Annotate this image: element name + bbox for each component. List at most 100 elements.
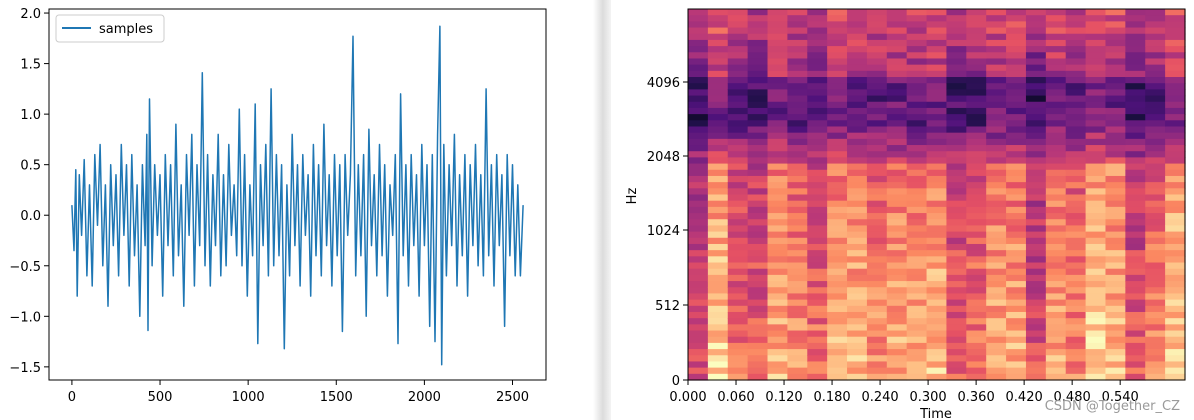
- spectrogram-cell: [886, 21, 908, 29]
- spectrogram-cell: [747, 305, 769, 313]
- spectrogram-cell: [986, 355, 1007, 363]
- spectrogram-cell: [926, 33, 948, 41]
- spectrogram-cell: [1105, 21, 1126, 29]
- spectrogram-cell: [847, 58, 868, 66]
- spectrogram-cell: [926, 163, 948, 171]
- spectrogram-cell: [787, 52, 808, 60]
- spectrogram-cell: [1145, 120, 1166, 128]
- spectrogram-cell: [847, 138, 868, 146]
- spectrogram-cell: [827, 311, 848, 319]
- spectrogram-cell: [1045, 318, 1067, 325]
- spectrogram-cell: [866, 219, 888, 227]
- spectrogram-cell: [986, 58, 1007, 66]
- spectrogram-cell: [886, 39, 908, 47]
- spectrogram-x-label: Time: [919, 407, 952, 420]
- spectrogram-cell: [787, 268, 808, 276]
- spectrogram-cell: [787, 194, 808, 202]
- spectrogram-cell: [1065, 293, 1087, 301]
- spectrogram-cell: [847, 336, 868, 344]
- spectrogram-cell: [787, 157, 808, 165]
- spectrogram-cell: [1165, 46, 1186, 53]
- spectrogram-cell: [827, 175, 848, 183]
- spectrogram-cell: [688, 250, 709, 257]
- spectrogram-cell: [827, 200, 848, 208]
- spectrogram-cell: [807, 243, 828, 251]
- spectrogram-cell: [847, 256, 868, 264]
- spectrogram-cell: [707, 367, 729, 375]
- spectrogram-cell: [1025, 206, 1047, 214]
- spectrogram-cell: [747, 194, 769, 202]
- spectrogram-cell: [1065, 305, 1087, 313]
- spectrogram-cell: [1045, 101, 1067, 109]
- spectrogram-cell: [906, 213, 928, 220]
- spectrogram-cell: [1165, 114, 1186, 121]
- spectrogram-x-tick-label: 0.360: [958, 390, 995, 405]
- spectrogram-cell: [906, 336, 928, 344]
- spectrogram-cell: [886, 175, 908, 183]
- spectrogram-cell: [1105, 52, 1126, 60]
- spectrogram-cell: [1025, 324, 1047, 332]
- spectrogram-cell: [926, 101, 948, 109]
- spectrogram-cell: [866, 132, 888, 140]
- spectrogram-cell: [1085, 169, 1107, 177]
- spectrogram-cell: [886, 126, 908, 134]
- spectrogram-cell: [1125, 367, 1146, 375]
- spectrogram-cell: [926, 330, 948, 338]
- spectrogram-cell: [1025, 293, 1047, 301]
- spectrogram-cell: [1006, 200, 1027, 208]
- spectrogram-cell: [886, 225, 908, 233]
- spectrogram-cell: [787, 256, 808, 264]
- spectrogram-cell: [946, 120, 967, 128]
- spectrogram-cell: [1006, 342, 1027, 350]
- spectrogram-cell: [1065, 373, 1087, 381]
- spectrogram-cell: [787, 305, 808, 313]
- spectrogram-cell: [946, 219, 967, 227]
- spectrogram-cell: [986, 318, 1007, 325]
- spectrogram-cell: [1085, 58, 1107, 66]
- spectrogram-cell: [886, 89, 908, 97]
- spectrogram-cell: [827, 132, 848, 140]
- spectrogram-cell: [926, 206, 948, 214]
- spectrogram-cell: [807, 15, 828, 22]
- spectrogram-cell: [1025, 145, 1047, 152]
- spectrogram-cell: [1006, 243, 1027, 251]
- spectrogram-cell: [688, 318, 709, 325]
- spectrogram-cell: [966, 58, 987, 66]
- spectrogram-cell: [886, 274, 908, 282]
- spectrogram-cell: [688, 268, 709, 276]
- spectrogram-cell: [787, 70, 808, 78]
- spectrogram-cell: [986, 151, 1007, 158]
- spectrogram-cell: [966, 194, 987, 202]
- spectrogram-cell: [688, 330, 709, 338]
- spectrogram-cell: [1045, 299, 1067, 307]
- spectrogram-cell: [688, 83, 709, 90]
- spectrogram-cell: [966, 324, 987, 332]
- spectrogram-cell: [1105, 206, 1126, 214]
- spectrogram-cell: [787, 243, 808, 251]
- spectrogram-cell: [727, 256, 749, 264]
- spectrogram-cell: [866, 355, 888, 363]
- spectrogram-cell: [767, 336, 788, 344]
- spectrogram-cell: [707, 293, 729, 301]
- spectrogram-cell: [1065, 206, 1087, 214]
- spectrogram-cell: [747, 268, 769, 276]
- spectrogram-cell: [906, 107, 928, 115]
- spectrogram-cell: [1065, 77, 1087, 84]
- spectrogram-cell: [1145, 293, 1166, 301]
- spectrogram-cell: [767, 318, 788, 325]
- spectrogram-cell: [1085, 83, 1107, 90]
- spectrogram-cell: [1165, 305, 1186, 313]
- spectrogram-cell: [926, 169, 948, 177]
- spectrogram-cell: [1006, 46, 1027, 53]
- spectrogram-cell: [1165, 145, 1186, 152]
- spectrogram-cell: [886, 83, 908, 90]
- spectrogram-cell: [986, 64, 1007, 72]
- spectrogram-cell: [926, 132, 948, 140]
- spectrogram-cell: [1105, 219, 1126, 227]
- spectrogram-cell: [688, 213, 709, 220]
- spectrogram-cell: [827, 194, 848, 202]
- spectrogram-cell: [1125, 21, 1146, 29]
- spectrogram-cell: [1125, 262, 1146, 270]
- spectrogram-cell: [1145, 151, 1166, 158]
- spectrogram-cell: [926, 250, 948, 257]
